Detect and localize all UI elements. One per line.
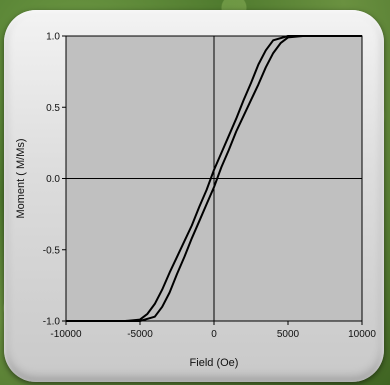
ascending-branch-line (66, 35, 362, 322)
y-axis-label: Moment ( M/Ms) (15, 138, 27, 218)
x-tick-label: 0 (211, 329, 217, 340)
y-tick-label: 1.0 (46, 32, 60, 43)
y-tick-label: -1.0 (43, 317, 61, 328)
x-tick-label: -5000 (127, 329, 153, 340)
x-tick-label: 5000 (277, 329, 300, 340)
y-tick-label: 0.5 (46, 103, 60, 114)
descending-branch-line (66, 35, 362, 322)
y-tick-label: -0.5 (43, 245, 61, 256)
x-tick-label: -10000 (50, 329, 82, 340)
y-tick-label: 0.0 (46, 174, 60, 185)
x-tick-label: 10000 (348, 329, 376, 340)
x-axis-label: Field (Oe) (190, 357, 239, 369)
